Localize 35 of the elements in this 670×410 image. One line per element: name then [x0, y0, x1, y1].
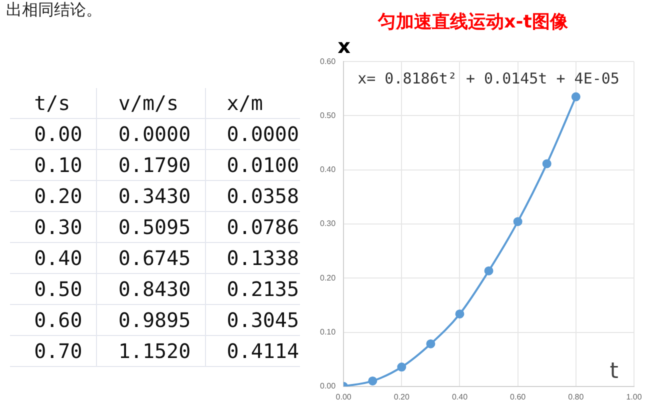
text: 0.40 0.6745 0.1338 [10, 243, 300, 274]
text: t/s v/m/s x/m [10, 88, 300, 119]
x-axis-title: t [610, 359, 619, 384]
text: 0.00 0.0000 0.0000 [10, 119, 300, 150]
text: 0.70 1.1520 0.4114 [10, 336, 300, 367]
x-tick-label: 1.00 [626, 392, 642, 402]
x-tick-label: 0.40 [452, 392, 468, 402]
text: 出相同结论。 [6, 0, 102, 21]
chart-title: 匀加速直线运动x-t图像 [377, 11, 569, 32]
point [368, 376, 378, 386]
text: 0.10 0.1790 0.0100 [10, 150, 300, 181]
point [426, 339, 436, 348]
text: 0.30 0.5095 0.0786 [10, 212, 300, 243]
y-tick-label: 0.20 [320, 273, 336, 282]
y-tick-label: 0.30 [320, 219, 336, 228]
point [484, 266, 494, 276]
y-tick-label: 0.60 [320, 56, 336, 66]
x-tick-label: 0.60 [510, 392, 526, 402]
y-tick-label: 0.00 [320, 382, 336, 391]
y-axis-title: x [338, 34, 351, 58]
point [397, 362, 406, 372]
x-tick-label: 0.20 [394, 392, 410, 402]
point [542, 159, 552, 168]
point [455, 309, 464, 318]
y-tick-label: 0.50 [320, 110, 336, 120]
text: 0.50 0.8430 0.2135 [10, 274, 300, 305]
x-tick-label: 0.00 [336, 392, 352, 402]
y-tick-label: 0.10 [320, 327, 336, 336]
point [513, 217, 522, 226]
point [571, 92, 580, 102]
text: 0.20 0.3430 0.0358 [10, 181, 300, 212]
y-tick-label: 0.40 [320, 165, 336, 174]
annotation: x= 0.8186t² + 0.0145t + 4E-05 [358, 69, 620, 88]
x-tick-label: 0.80 [568, 392, 584, 402]
text: 0.60 0.9895 0.3045 [10, 305, 300, 336]
